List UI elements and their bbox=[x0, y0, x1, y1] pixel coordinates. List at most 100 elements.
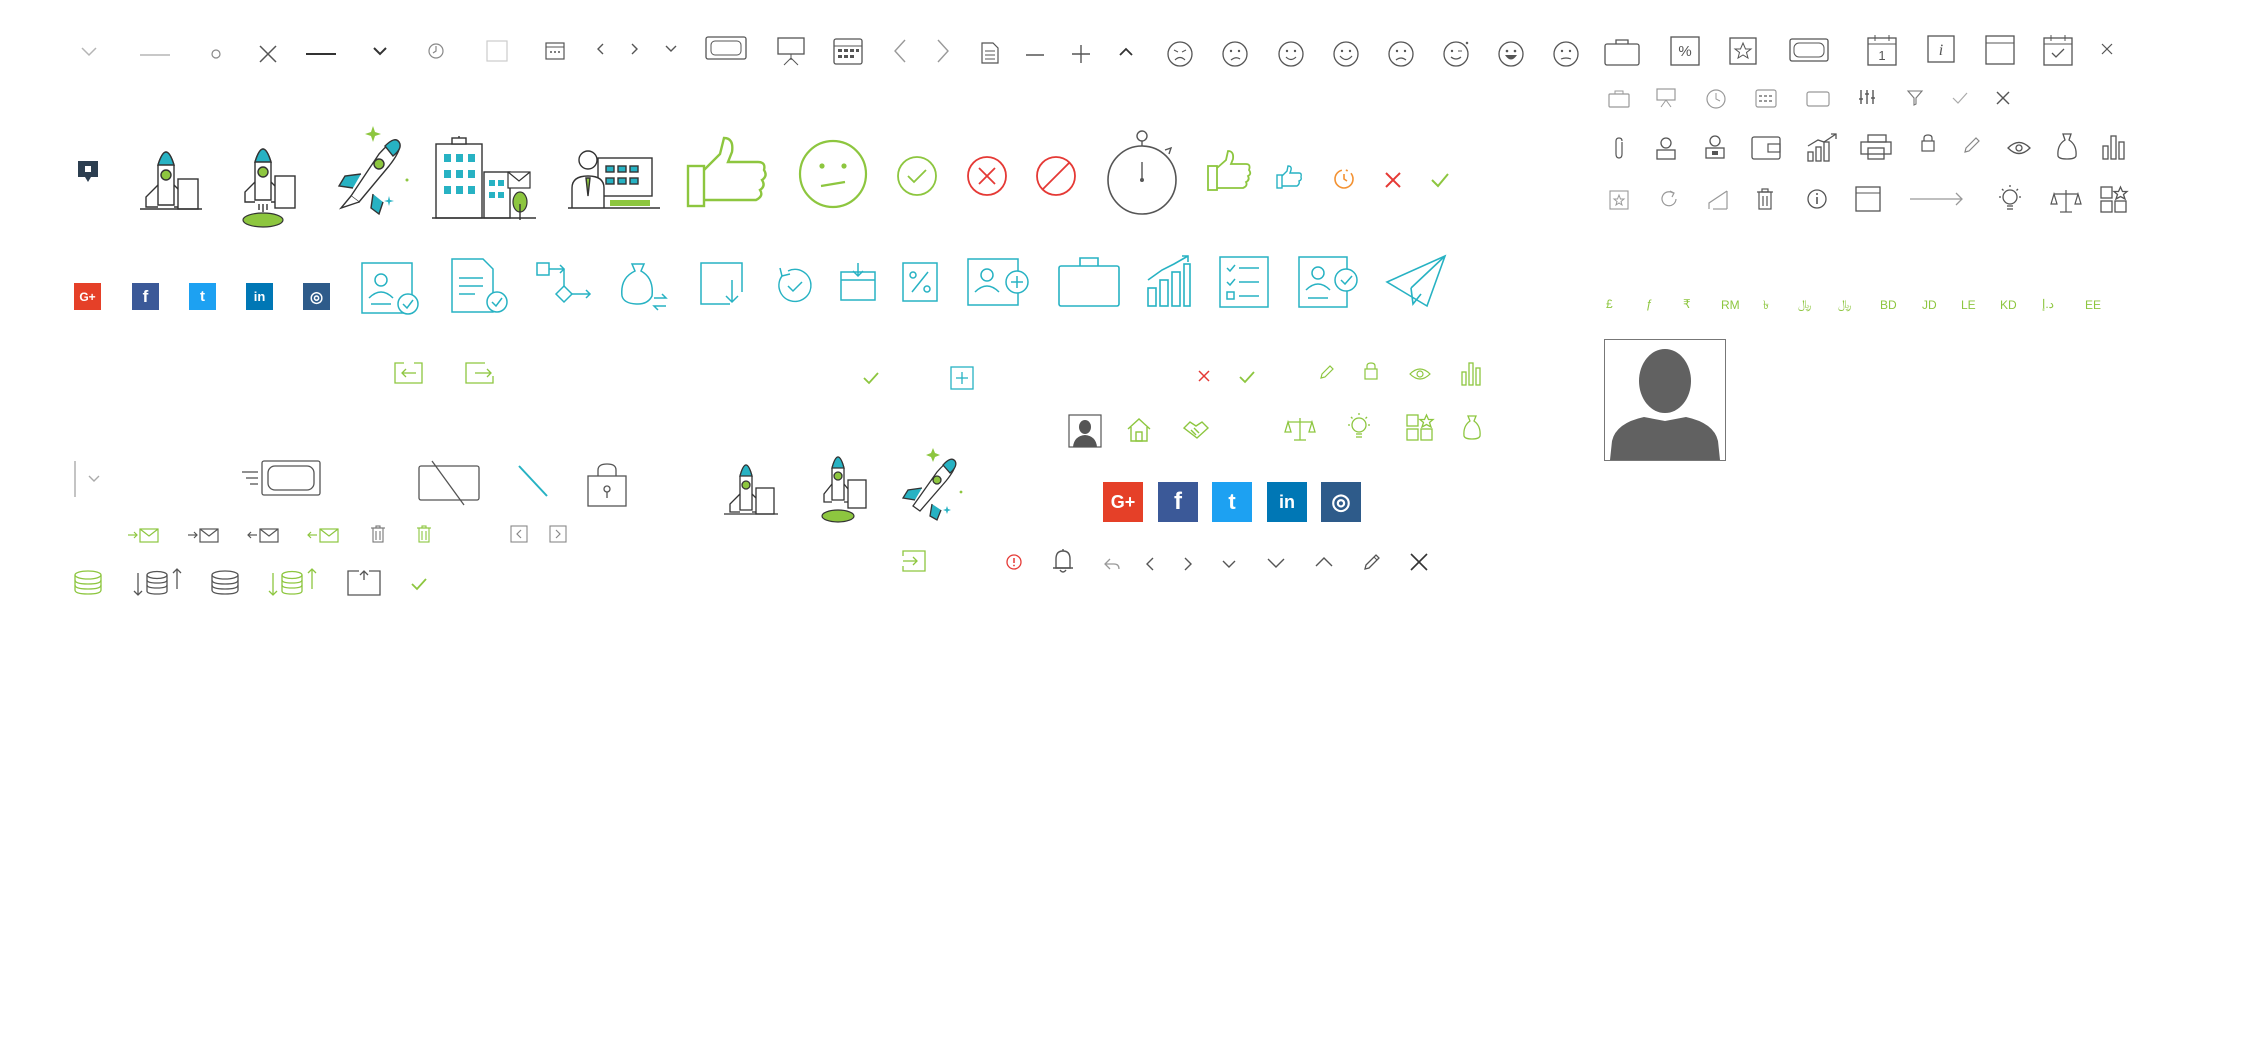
facebook-large-icon[interactable]: f bbox=[1158, 482, 1198, 522]
next-box-icon[interactable] bbox=[549, 525, 567, 543]
pencil-icon[interactable] bbox=[1963, 136, 1981, 154]
pencil-green-icon[interactable] bbox=[1319, 364, 1335, 380]
close-small-icon[interactable] bbox=[2101, 43, 2113, 55]
calendar-grid-icon[interactable] bbox=[833, 36, 863, 66]
export-box-icon[interactable] bbox=[347, 570, 381, 596]
face-angry-icon[interactable] bbox=[1166, 40, 1194, 68]
mail-out-grey-icon[interactable] bbox=[247, 527, 279, 543]
star-box-small-icon[interactable] bbox=[1609, 190, 1629, 210]
minus-line-icon bbox=[306, 52, 336, 56]
calendar-check-icon[interactable] bbox=[2043, 34, 2073, 66]
trash-grey-small-icon[interactable] bbox=[370, 525, 386, 543]
mail-out-green-icon[interactable] bbox=[307, 527, 339, 543]
home-green-icon[interactable] bbox=[1127, 418, 1151, 442]
mail-in-green-icon[interactable] bbox=[127, 527, 159, 543]
close-red-icon[interactable] bbox=[1385, 172, 1401, 188]
calendar-small-icon[interactable] bbox=[545, 40, 565, 60]
refresh-icon[interactable] bbox=[1658, 188, 1680, 210]
instagram-large-icon[interactable]: ◎ bbox=[1321, 482, 1361, 522]
edit-pencil-icon[interactable] bbox=[1363, 553, 1381, 571]
login-green-icon[interactable] bbox=[902, 550, 926, 572]
chevron-down-bold-icon[interactable] bbox=[372, 46, 388, 56]
chevron-down-small-icon[interactable] bbox=[664, 44, 678, 54]
chevron-left-icon[interactable] bbox=[596, 42, 606, 56]
trash-icon[interactable] bbox=[1756, 188, 1774, 210]
linkedin-square-icon[interactable]: in bbox=[246, 283, 273, 310]
select-chevron-icon[interactable] bbox=[87, 474, 101, 484]
prev-box-icon[interactable] bbox=[510, 525, 528, 543]
chevron-up-icon[interactable] bbox=[1118, 47, 1134, 57]
thumbs-up-green-icon[interactable] bbox=[1207, 150, 1252, 192]
calendar-small-grid-icon[interactable] bbox=[1755, 88, 1777, 108]
twitter-square-icon[interactable]: t bbox=[189, 283, 216, 310]
login-box-icon[interactable] bbox=[465, 362, 495, 384]
chevron-right-grey-icon[interactable] bbox=[1183, 556, 1193, 572]
eye-green-icon[interactable] bbox=[1409, 367, 1431, 381]
arrow-long-right-icon[interactable] bbox=[1910, 192, 1964, 206]
checkbox-icon[interactable] bbox=[486, 40, 508, 62]
bell-icon[interactable] bbox=[1052, 548, 1074, 574]
thumbs-up-large-icon[interactable] bbox=[686, 136, 770, 210]
mail-in-grey-icon[interactable] bbox=[187, 527, 219, 543]
thumbs-up-teal-icon[interactable] bbox=[1276, 165, 1302, 189]
face-sad-icon[interactable] bbox=[1221, 40, 1249, 68]
calendar-day-icon[interactable]: 1 bbox=[1867, 34, 1897, 66]
history-icon[interactable] bbox=[1705, 88, 1727, 110]
check-green-bottom-icon[interactable] bbox=[411, 578, 427, 591]
paper-plane-icon[interactable] bbox=[1385, 254, 1447, 308]
apps-grid-star-icon[interactable] bbox=[2100, 185, 2129, 214]
face-smile-icon[interactable] bbox=[1277, 40, 1305, 68]
printer-icon[interactable] bbox=[1860, 134, 1892, 160]
download-box-icon[interactable] bbox=[700, 262, 744, 308]
google-plus-large-icon[interactable]: G+ bbox=[1103, 482, 1143, 522]
favorite-star-box-icon[interactable] bbox=[1729, 37, 1757, 65]
db-transfer-green-icon[interactable] bbox=[268, 567, 318, 597]
face-laugh-icon[interactable] bbox=[1497, 40, 1525, 68]
twitter-large-icon[interactable]: t bbox=[1212, 482, 1252, 522]
linkedin-large-icon[interactable]: in bbox=[1267, 482, 1307, 522]
logout-box-icon[interactable] bbox=[394, 362, 424, 384]
info-box-icon[interactable]: i bbox=[1927, 35, 1955, 63]
close-red-small-icon[interactable] bbox=[1198, 370, 1210, 382]
banknote-icon bbox=[705, 36, 747, 62]
apps-grid-green-icon[interactable] bbox=[1406, 413, 1435, 442]
chevron-up-wide-icon[interactable] bbox=[1314, 556, 1334, 568]
face-neutral-icon[interactable] bbox=[1552, 40, 1580, 68]
arrow-right-thin-icon[interactable] bbox=[935, 38, 951, 64]
instagram-square-icon[interactable]: ◎ bbox=[303, 283, 330, 310]
close-large-icon[interactable] bbox=[1410, 553, 1428, 571]
facebook-square-icon[interactable]: f bbox=[132, 283, 159, 310]
close-circle-icon[interactable] bbox=[966, 155, 1008, 197]
minus-icon[interactable] bbox=[1026, 53, 1044, 57]
face-wink-icon[interactable] bbox=[1442, 40, 1472, 68]
face-happy-icon[interactable] bbox=[1332, 40, 1360, 68]
plus-icon[interactable] bbox=[1072, 45, 1090, 63]
add-box-icon[interactable] bbox=[950, 366, 974, 390]
arrow-left-thin-icon[interactable] bbox=[892, 38, 908, 64]
db-transfer-icon[interactable] bbox=[133, 567, 183, 597]
trash-green-small-icon[interactable] bbox=[416, 525, 432, 543]
chevron-left-grey-icon[interactable] bbox=[1145, 556, 1155, 572]
check-circle-icon[interactable] bbox=[896, 155, 938, 197]
undo-check-icon[interactable] bbox=[776, 266, 814, 306]
close-grey-icon[interactable] bbox=[1996, 91, 2010, 105]
eye-icon[interactable] bbox=[2007, 140, 2031, 156]
reply-icon[interactable] bbox=[1104, 557, 1120, 571]
chevron-down-icon[interactable] bbox=[80, 46, 98, 58]
face-neutral-large-icon[interactable] bbox=[797, 138, 869, 210]
chevron-down-grey-icon[interactable] bbox=[1221, 559, 1237, 569]
info-circle-icon[interactable] bbox=[1806, 188, 1828, 210]
chevron-down-wide-icon[interactable] bbox=[1266, 557, 1286, 569]
sliders-icon[interactable] bbox=[1858, 89, 1876, 105]
filter-icon[interactable] bbox=[1906, 90, 1924, 106]
add-contact-card-icon[interactable] bbox=[967, 258, 1031, 308]
check-green-icon[interactable] bbox=[1431, 173, 1449, 188]
face-frown-icon[interactable] bbox=[1387, 40, 1415, 68]
google-plus-square-icon[interactable]: G+ bbox=[74, 283, 101, 310]
check-green-small-icon[interactable] bbox=[1239, 371, 1255, 384]
check-small-green-icon[interactable] bbox=[863, 372, 879, 385]
chevron-right-icon[interactable] bbox=[629, 42, 639, 56]
tray-download-icon[interactable] bbox=[840, 262, 876, 302]
paperclip-icon[interactable] bbox=[1612, 136, 1626, 160]
close-icon[interactable] bbox=[258, 44, 278, 64]
